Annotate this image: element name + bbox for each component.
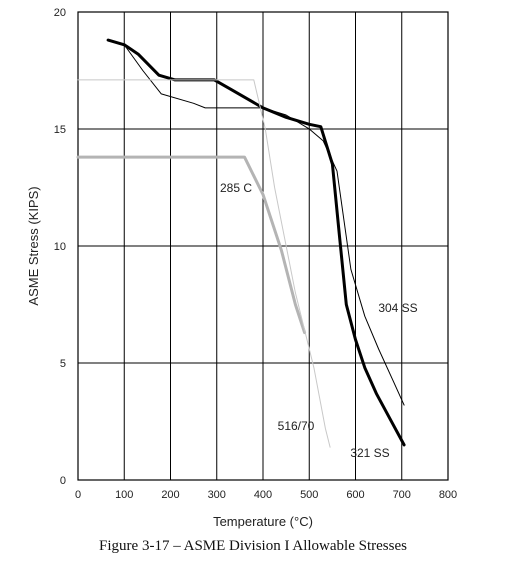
series-line-516-70 bbox=[77, 79, 331, 448]
x-tick-label: 0 bbox=[75, 489, 81, 501]
x-tick-label: 300 bbox=[208, 489, 226, 501]
series-label-516-70: 516/70 bbox=[278, 419, 315, 433]
y-tick-label: 0 bbox=[60, 475, 66, 487]
x-tick-label: 500 bbox=[300, 489, 318, 501]
y-tick-label: 20 bbox=[54, 7, 66, 19]
series-line-321-ss bbox=[106, 38, 406, 447]
x-axis-label: Temperature (°C) bbox=[213, 514, 313, 529]
y-tick-label: 10 bbox=[54, 241, 66, 253]
x-tick-label: 200 bbox=[161, 489, 179, 501]
figure-caption: Figure 3-17 – ASME Division I Allowable … bbox=[99, 538, 407, 554]
series-line-304-ss bbox=[107, 39, 405, 406]
x-tick-label: 800 bbox=[439, 489, 457, 501]
series-label-285-c: 285 C bbox=[220, 181, 252, 195]
series-label-321-ss: 321 SS bbox=[350, 446, 389, 460]
x-tick-label: 700 bbox=[393, 489, 411, 501]
y-tick-label: 5 bbox=[60, 358, 66, 370]
series-label-304-ss: 304 SS bbox=[378, 301, 417, 315]
x-tick-label: 600 bbox=[346, 489, 364, 501]
series-line-285-c bbox=[76, 155, 307, 335]
x-tick-label: 400 bbox=[254, 489, 272, 501]
y-axis-label: ASME Stress (KIPS) bbox=[26, 186, 41, 305]
y-tick-label: 15 bbox=[54, 124, 66, 136]
x-tick-label: 100 bbox=[115, 489, 133, 501]
